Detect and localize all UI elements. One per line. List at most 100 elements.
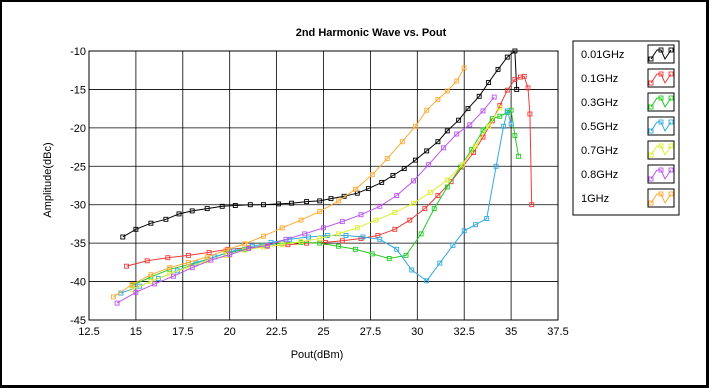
- data-point: [465, 106, 471, 112]
- legend-label: 1GHz: [581, 193, 609, 205]
- data-point: [480, 108, 486, 114]
- grid: [88, 50, 559, 321]
- legend-swatch-line: [650, 73, 672, 85]
- legend-label: 0.3GHz: [581, 97, 618, 109]
- data-point: [223, 247, 229, 253]
- data-point: [431, 206, 437, 212]
- series-line: [116, 96, 495, 304]
- x-axis-label: Pout(dBm): [291, 349, 344, 361]
- data-point: [302, 231, 308, 237]
- legend-swatch-line: [650, 97, 672, 109]
- data-point: [508, 121, 514, 127]
- legend-label: 0.8GHz: [581, 169, 618, 181]
- data-point: [185, 252, 191, 258]
- data-point: [473, 222, 478, 228]
- data-point: [394, 193, 400, 198]
- data-point: [264, 242, 270, 248]
- data-point: [512, 133, 518, 138]
- data-point: [328, 196, 334, 202]
- data-point: [343, 233, 349, 238]
- data-point: [412, 157, 418, 163]
- data-point: [424, 278, 430, 284]
- data-point: [304, 199, 310, 205]
- data-point: [467, 122, 473, 128]
- data-point: [379, 179, 385, 185]
- legend-swatch-marker: [658, 191, 664, 197]
- legend-swatch-marker: [648, 152, 654, 158]
- data-point: [514, 86, 520, 92]
- data-point: [306, 234, 311, 240]
- x-tick-label: 12.5: [78, 326, 99, 338]
- data-point: [424, 148, 430, 154]
- data-point: [516, 153, 522, 159]
- data-point: [279, 225, 285, 231]
- x-tick-label: 20: [224, 326, 236, 338]
- series-layer: [110, 48, 535, 306]
- data-point: [476, 93, 482, 99]
- data-point: [339, 238, 345, 244]
- legend-swatch-marker: [668, 167, 674, 173]
- legend-swatch-marker: [668, 47, 674, 53]
- data-point: [336, 243, 341, 249]
- legend-swatch-marker: [658, 95, 664, 101]
- legend-label: 0.7GHz: [581, 145, 618, 157]
- data-point: [369, 251, 375, 257]
- data-point: [247, 202, 253, 208]
- data-point: [163, 216, 169, 222]
- chart-title: 2nd Harmonic Wave vs. Pout: [296, 27, 447, 39]
- data-point: [409, 267, 415, 273]
- legend-swatch-marker: [648, 104, 654, 110]
- legend-swatch-marker: [648, 128, 654, 134]
- data-point: [399, 139, 405, 145]
- data-point: [369, 172, 375, 178]
- data-point: [152, 281, 158, 287]
- data-point: [317, 240, 323, 246]
- series-0.5GHz: [118, 108, 514, 296]
- data-point: [148, 220, 154, 226]
- data-point: [403, 252, 409, 258]
- data-point: [279, 242, 285, 248]
- data-point: [456, 117, 462, 123]
- data-point: [354, 225, 360, 231]
- data-point: [504, 108, 510, 114]
- data-point: [377, 236, 383, 242]
- data-point: [521, 73, 527, 79]
- y-tick-label: -25: [70, 161, 86, 173]
- legend-swatch-line: [650, 49, 672, 61]
- data-point: [424, 107, 430, 113]
- data-point: [444, 128, 450, 134]
- legend-swatch: [647, 92, 675, 112]
- data-point: [504, 54, 510, 60]
- data-point: [504, 87, 510, 93]
- data-point: [377, 203, 383, 209]
- data-point: [435, 96, 441, 102]
- data-point: [298, 239, 304, 245]
- x-tick-label: 17.5: [172, 326, 193, 338]
- legend-swatch-marker: [668, 71, 674, 77]
- data-point: [324, 233, 330, 238]
- data-point: [120, 234, 126, 240]
- data-point: [148, 272, 154, 278]
- data-point: [384, 156, 390, 162]
- data-point: [461, 65, 467, 71]
- legend-swatch-marker: [658, 119, 664, 125]
- data-point: [386, 256, 392, 261]
- legend-label: 0.01GHz: [581, 49, 624, 61]
- data-point: [137, 283, 143, 289]
- legend-swatch-marker: [668, 119, 674, 125]
- legend-swatch-marker: [658, 143, 664, 149]
- data-point: [450, 242, 456, 248]
- y-tick-label: -10: [70, 46, 86, 58]
- data-point: [444, 177, 450, 183]
- data-point: [246, 246, 251, 251]
- y-tick-label: -20: [70, 123, 86, 135]
- data-point: [129, 282, 135, 288]
- y-tick-label: -40: [70, 277, 86, 289]
- data-point: [512, 76, 518, 82]
- data-point: [394, 246, 400, 252]
- data-point: [411, 178, 416, 184]
- legend-swatch: [647, 188, 675, 208]
- data-point: [366, 186, 371, 192]
- data-point: [497, 113, 503, 119]
